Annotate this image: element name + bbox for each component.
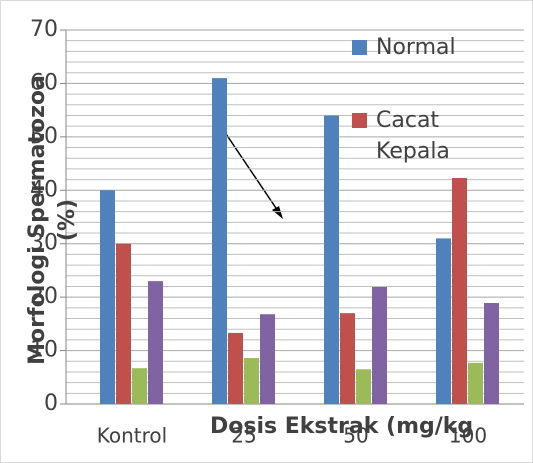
arrow-head	[272, 206, 283, 219]
annotation-arrow	[221, 127, 281, 215]
bar	[228, 332, 243, 404]
bar	[148, 281, 163, 404]
legend-swatch	[352, 113, 367, 128]
y-tick-label: 10	[30, 338, 58, 363]
y-tick-label: 30	[30, 231, 58, 256]
bar	[340, 313, 355, 404]
legend-swatch	[352, 40, 367, 55]
bar	[436, 238, 451, 404]
legend-label: Cacat Kepala	[376, 108, 450, 164]
x-tick-label: 100	[449, 424, 487, 448]
bar	[484, 303, 499, 404]
bar	[212, 78, 227, 404]
y-tick-label: 60	[30, 70, 58, 95]
bar	[116, 243, 131, 404]
x-axis-title: Dosis Ekstrak (mg/kg	[210, 414, 473, 439]
y-tick-label: 20	[30, 284, 58, 309]
y-tick-label: 40	[30, 177, 58, 202]
bar	[372, 286, 387, 404]
bar	[100, 190, 115, 404]
bar	[468, 362, 483, 404]
x-tick-label: 25	[231, 424, 256, 448]
y-tick-label: 70	[30, 17, 58, 42]
bar	[324, 115, 339, 404]
bar	[132, 368, 147, 404]
x-tick-label: Kontrol	[97, 424, 167, 448]
bar	[244, 358, 259, 404]
y-tick-label: 0	[44, 391, 58, 416]
x-tick-label: 50	[343, 424, 368, 448]
y-axis-title: Morfologi Spermatozoa (%)	[25, 75, 80, 365]
bar	[452, 177, 467, 404]
y-tick-label: 50	[30, 124, 58, 149]
bar	[356, 369, 371, 404]
bar	[260, 314, 275, 404]
legend-label: Normal	[376, 35, 456, 60]
